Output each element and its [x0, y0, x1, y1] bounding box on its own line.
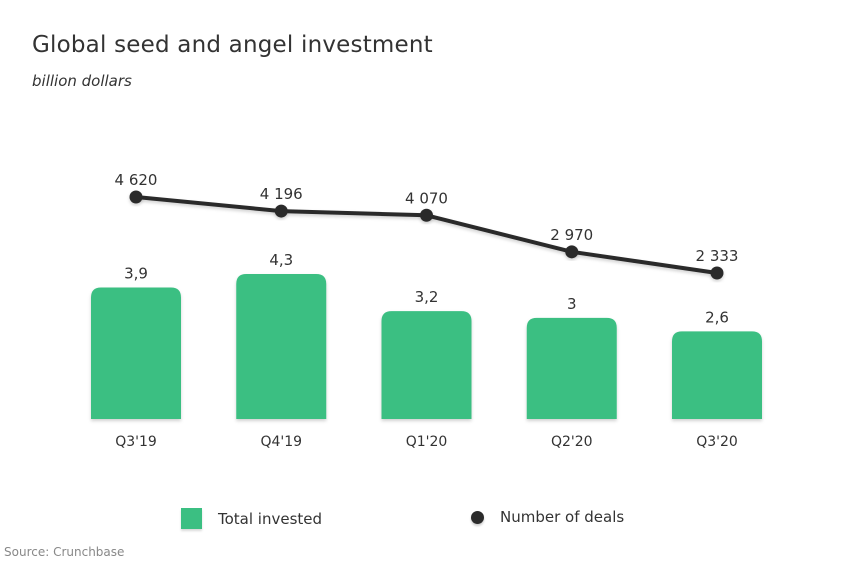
bar-4 [672, 331, 762, 419]
x-tick-label: Q3'19 [115, 434, 157, 450]
deals-value-label: 2 333 [696, 247, 739, 265]
bar-value-label: 2,6 [705, 308, 729, 326]
chart-title: Global seed and angel investment [32, 32, 433, 58]
deals-value-label: 4 196 [260, 185, 303, 203]
line-value-labels: 4 620 4 196 4 070 2 970 2 333 [115, 171, 739, 265]
x-tick-label: Q1'20 [406, 434, 448, 450]
deals-line [135, 195, 718, 275]
legend-item-number-of-deals: Number of deals [471, 508, 624, 526]
deals-point-0 [129, 190, 143, 204]
bar-value-label: 3,9 [124, 264, 148, 282]
bar-value-label: 3 [567, 295, 577, 313]
deals-point-2 [420, 208, 433, 222]
deals-value-label: 4 070 [405, 189, 448, 207]
x-tick-label: Q2'20 [551, 434, 593, 450]
bar-value-label: 3,2 [415, 288, 439, 306]
legend-swatch-bar [181, 508, 202, 529]
bar-value-labels: 3,9 4,3 3,2 3 2,6 [124, 251, 729, 326]
bar-series [91, 274, 762, 419]
deals-point-4 [710, 266, 724, 280]
x-tick-label: Q3'20 [696, 434, 738, 450]
source-note: Source: Crunchbase [4, 545, 125, 559]
bar-1 [236, 274, 327, 419]
deals-point-3 [565, 245, 579, 259]
line-series [129, 190, 724, 280]
bar-0 [91, 287, 181, 419]
deals-point-1 [274, 204, 288, 218]
legend-item-total-invested: Total invested [181, 508, 322, 529]
deals-value-label: 2 970 [550, 226, 593, 244]
chart-subtitle: billion dollars [32, 72, 132, 90]
bar-2 [381, 311, 472, 419]
x-axis-tick-labels: Q3'19 Q4'19 Q1'20 Q2'20 Q3'20 [115, 434, 738, 450]
legend-swatch-dot [471, 510, 484, 524]
legend-label-number-of-deals: Number of deals [500, 508, 625, 526]
bar-3 [526, 317, 617, 419]
deals-value-label: 4 620 [115, 171, 158, 189]
x-tick-label: Q4'19 [260, 434, 302, 450]
legend-label-total-invested: Total invested [218, 509, 323, 528]
bar-value-label: 4,3 [269, 251, 293, 269]
